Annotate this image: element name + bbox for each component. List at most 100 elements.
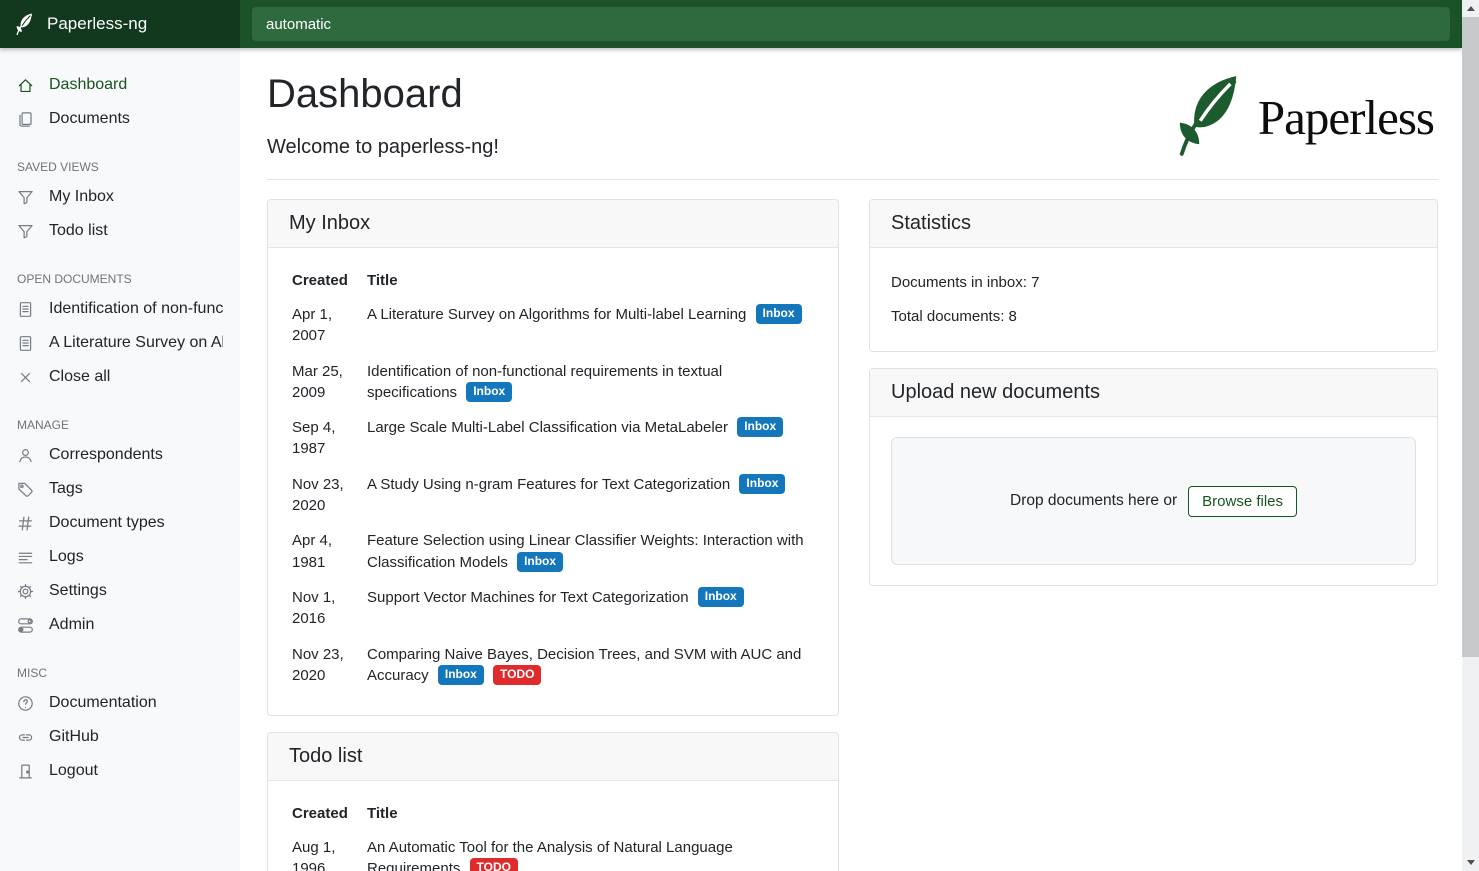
sidebar-item-correspondents[interactable]: Correspondents	[0, 438, 240, 472]
sidebar-item-documentation[interactable]: Documentation	[0, 686, 240, 720]
tag-badge-inbox[interactable]: Inbox	[466, 381, 513, 403]
document-created-date: Apr 1, 2007	[292, 306, 333, 345]
tag-badge-inbox[interactable]: Inbox	[517, 551, 564, 572]
sidebar-item-todo-list[interactable]: Todo list	[0, 214, 240, 248]
header-divider	[267, 179, 1438, 180]
tag-badge-inbox[interactable]: Inbox	[755, 304, 802, 325]
document-title-link[interactable]: Identification of non-functional require…	[367, 362, 723, 401]
document-title-link[interactable]: An Automatic Tool for the Analysis of Na…	[367, 839, 733, 871]
document-title-cell: Comparing Naive Bayes, Decision Trees, a…	[364, 639, 817, 696]
sidebar-item-my-inbox[interactable]: My Inbox	[0, 180, 240, 214]
sidebar-item-label: GitHub	[49, 728, 99, 745]
sidebar-item-github[interactable]: GitHub	[0, 720, 240, 754]
vertical-scrollbar[interactable]	[1462, 0, 1479, 871]
sidebar-item-settings[interactable]: Settings	[0, 574, 240, 608]
document-title-cell: Large Scale Multi-Label Classification v…	[364, 412, 817, 469]
brand[interactable]: Paperless-ng	[0, 0, 240, 48]
person-icon	[17, 447, 34, 464]
sidebar-section-header-misc: MISC	[17, 666, 47, 680]
files-icon	[17, 111, 34, 128]
document-title-cell: A Study Using n-gram Features for Text C…	[364, 469, 817, 526]
paperless-logo: Paperless	[1174, 74, 1435, 161]
upload-card-title: Upload new documents	[870, 369, 1437, 417]
document-created-date: Nov 1, 2016	[292, 588, 336, 628]
house-icon	[17, 77, 34, 94]
document-title-link[interactable]: A Literature Survey on Algorithms for Mu…	[367, 306, 751, 323]
sidebar-section: Dashboard Documents	[0, 68, 240, 136]
sidebar-section: SAVED VIEWS My Inbox Todo list	[0, 152, 240, 248]
sidebar-item-logout[interactable]: Logout	[0, 754, 240, 788]
document-title-link[interactable]: Comparing Naive Bayes, Decision Trees, a…	[367, 645, 802, 684]
tag-badge-inbox[interactable]: Inbox	[697, 586, 744, 608]
document-title-link[interactable]: Support Vector Machines for Text Categor…	[367, 588, 693, 606]
sidebar-item-label: Close all	[49, 368, 111, 385]
funnel-icon	[17, 189, 34, 206]
statistics-card: Statistics Documents in inbox: 7 Total d…	[869, 199, 1438, 352]
sidebar-item-identification-of-non-functio[interactable]: Identification of non-functio…	[0, 292, 240, 326]
table-row: Aug 1, 1996 An Automatic Tool for the Ana…	[289, 832, 817, 871]
document-title-link[interactable]: Feature Selection using Linear Classifie…	[367, 532, 804, 571]
table-row: Nov 23, 2020 Comparing Naive Bayes, Decis…	[289, 639, 817, 696]
link-icon	[17, 729, 34, 746]
tag-badge-inbox[interactable]: Inbox	[737, 417, 784, 438]
sidebar-item-document-types[interactable]: Document types	[0, 506, 240, 540]
tag-badge-todo[interactable]: TODO	[493, 664, 542, 686]
tag-badge-inbox[interactable]: Inbox	[437, 664, 484, 686]
brand-title: Paperless-ng	[47, 14, 148, 33]
file-text-icon	[17, 301, 34, 318]
page-header: Dashboard Welcome to paperless-ng! Paper…	[267, 72, 1438, 180]
my-inbox-card-title: My Inbox	[268, 200, 838, 248]
my-inbox-card: My Inbox Created Title Apr 1, 2007 A Lite…	[267, 199, 839, 717]
page-subtitle: Welcome to paperless-ng!	[267, 136, 499, 158]
document-title-cell: Support Vector Machines for Text Categor…	[364, 582, 817, 639]
column-header-title: Title	[367, 272, 398, 289]
document-created-date: Nov 23, 2020	[292, 645, 344, 684]
todo-list-card-title: Todo list	[268, 733, 838, 782]
document-title-cell: Feature Selection using Linear Classifie…	[364, 525, 817, 582]
sidebar-item-label: A Literature Survey on Algori…	[49, 334, 223, 351]
todo-list-table: Created Title Aug 1, 1996 An Automatic To…	[289, 801, 817, 871]
statistics-card-title: Statistics	[870, 200, 1437, 248]
stat-total-documents: Total documents: 8	[891, 308, 1017, 325]
table-row: Sep 4, 1987 Large Scale Multi-Label Class…	[289, 412, 817, 469]
sidebar-item-label: Identification of non-functio…	[49, 300, 223, 317]
table-row: Apr 4, 1981 Feature Selection using Linea…	[289, 525, 817, 582]
sidebar-item-label: Documents	[49, 110, 130, 127]
sidebar-item-documents[interactable]: Documents	[0, 102, 240, 136]
column-header-created: Created	[292, 805, 348, 823]
sidebar-item-label: Todo list	[49, 222, 108, 239]
tag-icon	[17, 481, 34, 498]
sidebar-item-a-literature-survey-on-algori[interactable]: A Literature Survey on Algori…	[0, 326, 240, 360]
sidebar-section-header-open-documents: OPEN DOCUMENTS	[17, 272, 132, 286]
leaf-logo-icon	[15, 13, 34, 35]
upload-dropzone[interactable]: Drop documents here or Browse files	[891, 437, 1416, 565]
door-icon	[17, 763, 34, 780]
sidebar-section-header-saved-views: SAVED VIEWS	[17, 160, 99, 174]
browse-files-button[interactable]: Browse files	[1188, 485, 1297, 517]
scrollbar-thumb[interactable]	[1462, 17, 1479, 657]
document-created-date: Sep 4, 1987	[292, 419, 336, 458]
document-title-link[interactable]: Large Scale Multi-Label Classification v…	[367, 419, 733, 437]
table-row: Nov 1, 2016 Support Vector Machines for T…	[289, 582, 817, 639]
search-input[interactable]	[252, 7, 1450, 41]
tag-badge-todo[interactable]: TODO	[469, 858, 518, 871]
sidebar-item-label: Documentation	[49, 694, 157, 711]
sidebar-item-dashboard[interactable]: Dashboard	[0, 68, 240, 102]
sidebar-item-logs[interactable]: Logs	[0, 540, 240, 574]
paperless-leaf-icon	[1174, 74, 1244, 161]
sidebar-item-close-all[interactable]: Close all	[0, 360, 240, 394]
paperless-logo-text: Paperless	[1257, 90, 1435, 145]
table-row: Nov 23, 2020 A Study Using n-gram Feature…	[289, 469, 817, 526]
dropzone-text: Drop documents here or	[1010, 492, 1178, 509]
sidebar-item-tags[interactable]: Tags	[0, 472, 240, 506]
scrollbar-up-arrow[interactable]	[1462, 0, 1479, 17]
sidebar-section: MISC Documentation GitHub Logout	[0, 658, 240, 788]
tag-badge-inbox[interactable]: Inbox	[739, 473, 786, 494]
sidebar-item-admin[interactable]: Admin	[0, 608, 240, 642]
scrollbar-down-arrow[interactable]	[1462, 854, 1479, 871]
document-title-link[interactable]: A Study Using n-gram Features for Text C…	[367, 475, 735, 493]
document-title-cell: A Literature Survey on Algorithms for Mu…	[364, 299, 817, 356]
todo-list-card: Todo list Created Title Aug 1, 1996 An Au…	[267, 732, 839, 871]
table-row: Apr 1, 2007 A Literature Survey on Algori…	[289, 299, 817, 356]
